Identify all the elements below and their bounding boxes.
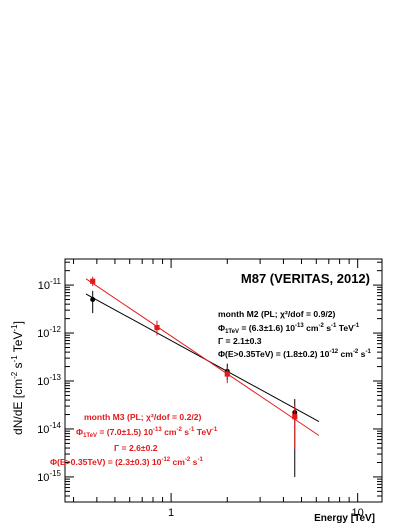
tick-marks <box>65 259 382 503</box>
x-tick-label: 1 <box>168 507 174 519</box>
annotation-m2-line4: Φ(E>0.35TeV) = (1.8±0.2) 10-12 cm-2 s-1 <box>218 349 371 359</box>
data-point-m3-2 <box>224 371 230 377</box>
annotation-m2-line2: Φ1TeV = (6.3±1.6) 10-13 cm-2 s-1 TeV-1 <box>218 323 360 335</box>
data-point-m3-1 <box>154 324 160 331</box>
y-tick-label: 10-13 <box>37 373 61 388</box>
fit-line-m3 <box>85 278 320 436</box>
y-tick-label: 10-14 <box>37 421 61 436</box>
data-point-m2-0 <box>90 297 96 303</box>
annotation-m3: month M3 (PL; χ²/dof = 0.2/2) Φ1TeV = (7… <box>50 412 218 467</box>
annotation-m3-line4: Φ(E>0.35TeV) = (2.3±0.3) 10-12 cm-2 s-1 <box>50 457 203 467</box>
annotation-m2-line1: month M2 (PL; χ²/dof = 0.9/2) <box>218 309 336 319</box>
x-tick-label: 10 <box>352 507 364 519</box>
data-points <box>90 276 298 477</box>
chart-title: M87 (VERITAS, 2012) <box>241 271 370 286</box>
fit-line-m2 <box>85 293 320 422</box>
y-tick-label: 10-12 <box>37 325 61 340</box>
x-axis-label: Energy [TeV] <box>314 513 375 524</box>
data-point-m3-3 <box>292 414 298 420</box>
annotation-m3-line2: Φ1TeV = (7.0±1.5) 10-13 cm-2 s-1 TeV-1 <box>76 427 218 439</box>
tick-labels: 1 10 10-11 10-12 10-13 10-14 10-15 <box>37 277 364 519</box>
annotation-m3-line3: Γ = 2.6±0.2 <box>114 443 158 453</box>
y-axis-label: dN/dE [cm-2 s-1 TeV-1] <box>10 321 25 435</box>
plot-frame <box>64 258 383 503</box>
y-tick-label: 10-15 <box>37 469 61 484</box>
y-tick-label: 10-11 <box>38 277 62 292</box>
annotation-m2-line3: Γ = 2.1±0.3 <box>218 336 262 346</box>
annotation-m3-line1: month M3 (PL; χ²/dof = 0.2/2) <box>84 412 202 422</box>
annotation-m2: month M2 (PL; χ²/dof = 0.9/2) Φ1TeV = (6… <box>218 309 371 359</box>
data-point-m3-0 <box>90 278 96 284</box>
